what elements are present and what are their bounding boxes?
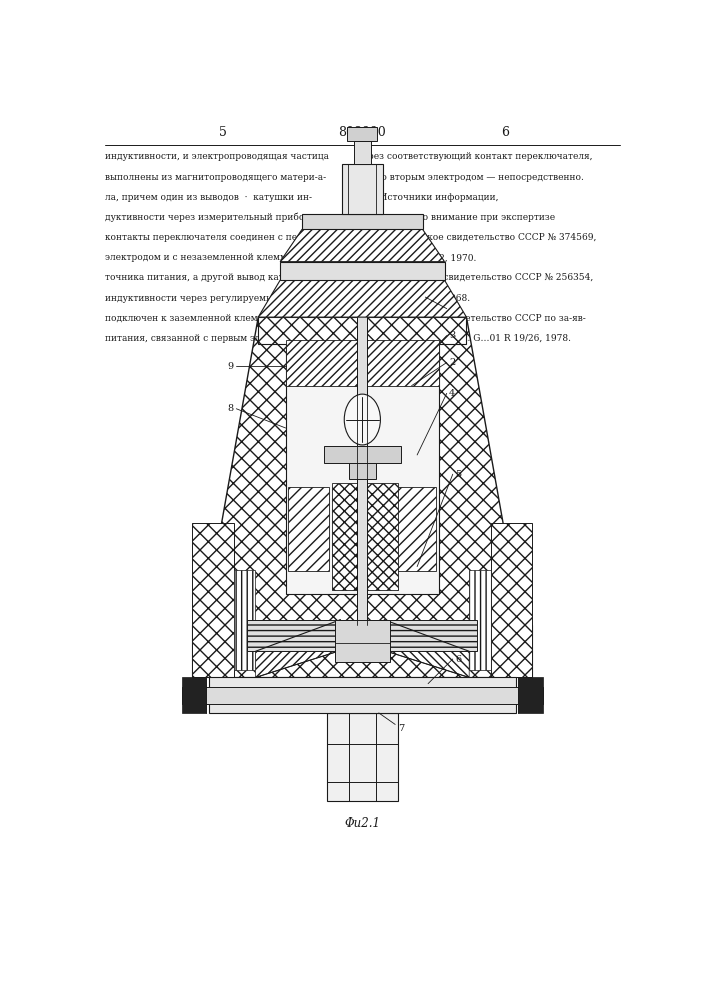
Text: электродом и с незаземленной клеммой ис-: электродом и с незаземленной клеммой ис- (105, 253, 315, 262)
Bar (258, 317, 467, 344)
Text: индуктивности через регулируемый резистор: индуктивности через регулируемый резисто… (105, 294, 325, 303)
Polygon shape (258, 280, 467, 317)
Bar (395, 487, 436, 571)
Text: 8: 8 (228, 404, 233, 413)
Bar (324, 446, 401, 463)
Text: рез соответствующий контакт переключателя,: рез соответствующий контакт переключател… (368, 152, 592, 161)
Bar (469, 570, 491, 670)
Bar (182, 687, 543, 704)
Bar (182, 677, 206, 713)
Text: точника питания, а другой вывод катушки: точника питания, а другой вывод катушки (105, 273, 308, 282)
Text: 3: 3 (449, 331, 455, 340)
Bar (349, 463, 376, 479)
Bar (341, 164, 383, 214)
Bar (286, 340, 439, 594)
Text: 4: 4 (449, 389, 455, 398)
Text: питания, связанной с первым электродом че-: питания, связанной с первым электродом ч… (105, 334, 322, 343)
Bar (209, 677, 516, 713)
Bar (518, 677, 543, 713)
Text: 5: 5 (455, 470, 462, 479)
Bar (280, 262, 445, 280)
Bar (192, 523, 233, 677)
Text: 808990: 808990 (339, 126, 386, 139)
Bar (358, 263, 367, 625)
Polygon shape (385, 620, 469, 677)
Bar (302, 214, 423, 229)
Bar (354, 141, 370, 164)
Bar (192, 625, 532, 677)
Text: 2: 2 (449, 358, 455, 367)
Text: 6: 6 (455, 654, 462, 664)
Text: Источники информации,: Источники информации, (368, 193, 498, 202)
Text: Φu2.1: Φu2.1 (344, 817, 380, 830)
Text: 5: 5 (218, 126, 226, 139)
Text: 7: 7 (398, 724, 404, 733)
Text: 1: 1 (449, 304, 455, 313)
Text: а со вторым электродом — непосредственно.: а со вторым электродом — непосредственно… (368, 173, 584, 182)
Text: 3. Авторское свидетельство СССР по за­яв-: 3. Авторское свидетельство СССР по за­яв… (368, 314, 585, 323)
Polygon shape (255, 620, 341, 677)
Bar (288, 487, 329, 571)
Text: 2. Авторское свидетельство СССР № 256354,: 2. Авторское свидетельство СССР № 256354… (368, 273, 593, 282)
Bar (247, 620, 477, 651)
Text: индуктивности, и электропроводящая частица: индуктивности, и электропроводящая части… (105, 152, 329, 161)
Text: 9: 9 (228, 362, 233, 371)
Text: ла, причем один из выводов  ·  катушки ин-: ла, причем один из выводов · катушки ин- (105, 193, 312, 202)
Text: кл. G 01 R 29/12, 1970.: кл. G 01 R 29/12, 1970. (368, 253, 477, 262)
Bar (233, 570, 255, 670)
Text: 5   1. Авторское свидетельство СССР № 374569,: 5 1. Авторское свидетельство СССР № 3745… (368, 233, 596, 242)
Text: 10  ке № 2685069, кл. G…01 R 19/26, 1978.: 10 ке № 2685069, кл. G…01 R 19/26, 1978. (368, 334, 571, 343)
Polygon shape (280, 229, 445, 262)
Bar (491, 523, 532, 677)
Text: подключен к заземленной клемме источника,: подключен к заземленной клемме источника… (105, 314, 326, 323)
Bar (327, 713, 398, 801)
Text: принятые во внимание при экспертизе: принятые во внимание при экспертизе (368, 213, 555, 222)
Text: 6: 6 (501, 126, 509, 139)
Bar (286, 340, 439, 386)
Bar (347, 127, 378, 141)
Bar (335, 620, 390, 662)
Text: контакты переключателя соединен с первым: контакты переключателя соединен с первым (105, 233, 322, 242)
Polygon shape (204, 317, 521, 625)
Circle shape (344, 394, 380, 445)
Bar (332, 483, 398, 590)
Text: дуктивности через измерительный прибор и: дуктивности через измерительный прибор и (105, 213, 319, 222)
Text: выполнены из магнитопроводящего матери­a-: выполнены из магнитопроводящего матери­a… (105, 173, 326, 182)
Text: кл. F 15 В 5/00, 1968.: кл. F 15 В 5/00, 1968. (368, 294, 470, 303)
